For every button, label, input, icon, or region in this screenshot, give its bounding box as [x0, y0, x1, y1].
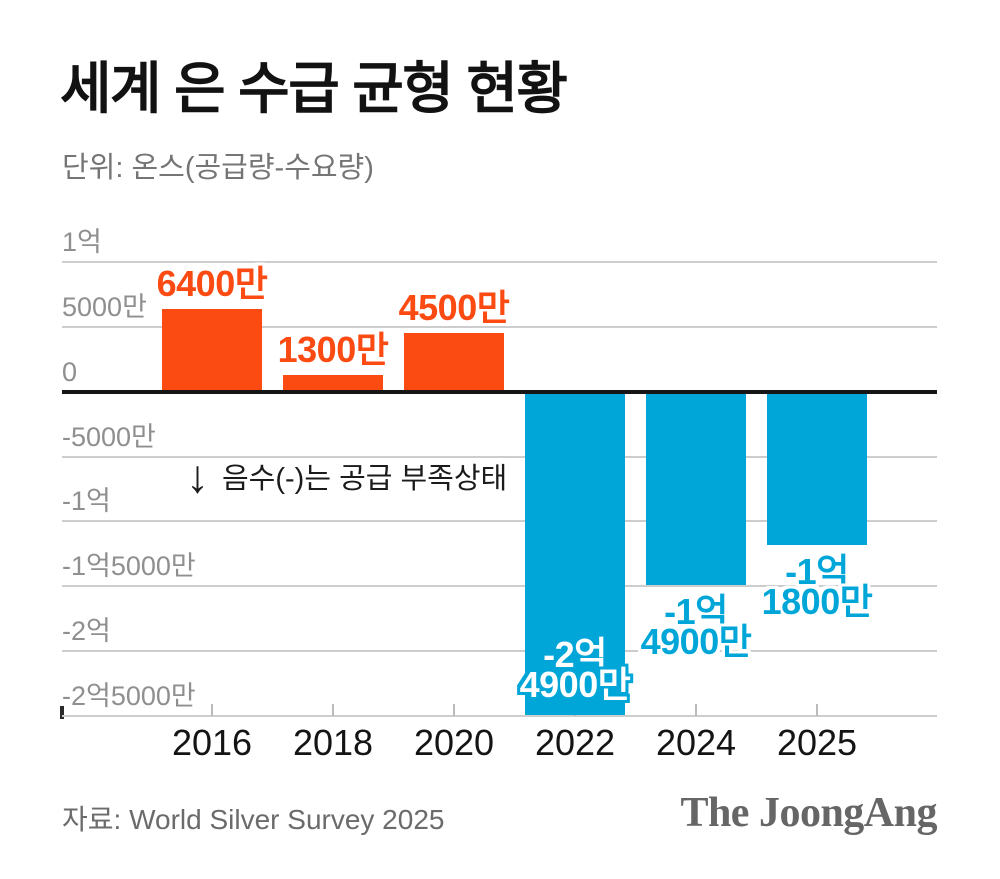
bar-2018: [283, 374, 383, 392]
bar-value-line: -1억: [785, 550, 849, 592]
bar-2022: [525, 391, 625, 715]
bar-value-label-2016: 6400만: [92, 262, 332, 304]
category-tick: [695, 704, 697, 716]
annotation-text: 음수(-)는 공급 부족상태: [222, 463, 508, 495]
y-axis-label: 0: [62, 356, 78, 387]
bar-value-line: 1300만: [277, 328, 389, 370]
supply-shortage-annotation: ↓ 음수(-)는 공급 부족상태: [186, 453, 507, 499]
page-title: 세계 은 수급 균형 현황: [60, 57, 568, 120]
x-axis-label-2024: 2024: [655, 722, 737, 763]
bar-2025: [767, 391, 867, 545]
y-axis-label: 5000만: [62, 291, 147, 322]
joongang-logo: The JoongAng: [680, 790, 937, 836]
y-gridline: [62, 325, 937, 328]
bar-value-label-2020: 4500만: [334, 287, 574, 329]
source-note: 자료: World Silver Survey 2025: [62, 804, 445, 835]
zero-line: [62, 389, 937, 394]
y-axis-label: -2억5000만: [62, 681, 196, 711]
unit-note: 단위: 온스(공급량-수요량): [62, 152, 374, 184]
y-gridline: [62, 650, 937, 653]
y-axis-label: -1억: [62, 486, 111, 517]
bar-2020: [404, 333, 504, 392]
y-gridline: [62, 520, 937, 523]
y-axis-label: -5000만: [62, 421, 156, 452]
category-tick: [453, 704, 455, 716]
bar-2024: [646, 391, 746, 585]
bar-value-line: 4500만: [398, 287, 510, 329]
y-gridline: [62, 585, 937, 588]
category-tick: [816, 704, 818, 716]
x-axis-label-2025: 2025: [776, 722, 858, 763]
y-axis-label: 1억: [62, 227, 102, 257]
y-axis-label: -2억: [62, 616, 111, 647]
y-axis-label: -1억5000만: [62, 551, 196, 582]
bar-value-line: 4900만: [640, 620, 752, 662]
bar-value-line: 6400만: [156, 262, 268, 304]
category-tick: [211, 704, 213, 716]
x-axis-label-2020: 2020: [413, 722, 495, 763]
bar-value-label-2018: 1300만: [213, 328, 453, 370]
y-gridline: [62, 715, 937, 717]
bar-value-label-2024: -1억 4900만: [576, 590, 816, 662]
down-arrow-icon: ↓: [186, 450, 209, 502]
axis-corner-tick: [60, 706, 64, 719]
x-axis-label-2018: 2018: [292, 722, 374, 763]
y-gridline: [62, 261, 937, 263]
x-axis-label-2016: 2016: [171, 722, 253, 763]
category-tick: [332, 704, 334, 716]
x-axis-label-2022: 2022: [534, 722, 616, 763]
bar-value-label-2022: -2억 4900만: [455, 634, 695, 705]
y-gridline: [62, 455, 937, 458]
bar-value-line: 1800만: [761, 580, 873, 622]
bar-value-line: -2억: [543, 634, 607, 675]
bar-value-line: -1억: [664, 590, 728, 632]
bar-value-line: 4900만: [519, 664, 631, 705]
bar-2016: [162, 308, 262, 392]
bar-value-label-2025: -1억 1800만: [697, 550, 937, 622]
